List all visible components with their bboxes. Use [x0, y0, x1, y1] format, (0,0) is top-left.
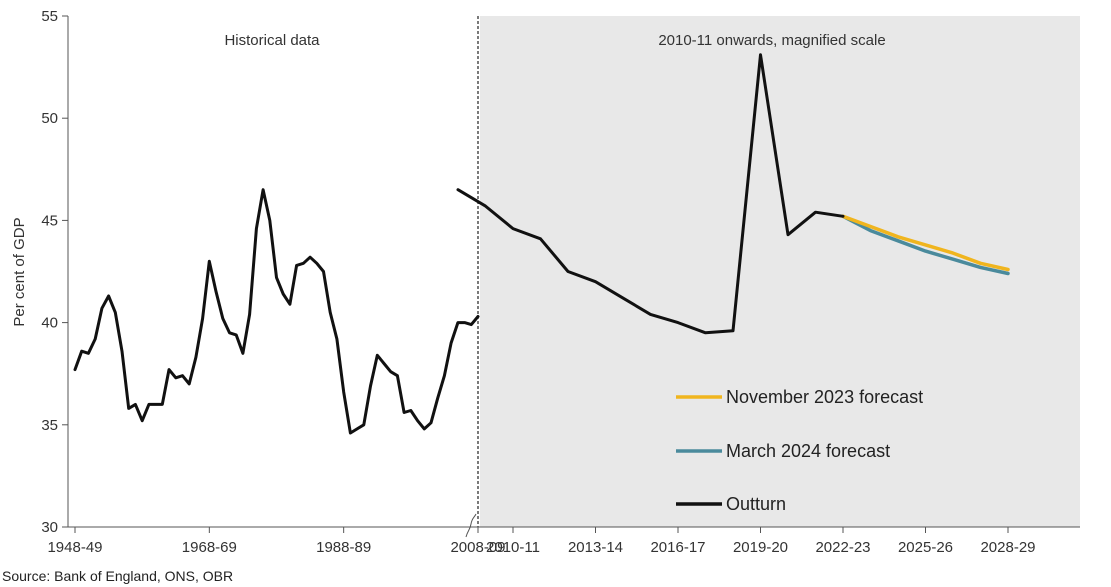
y-tick-label: 30	[41, 519, 58, 536]
series-line-november-2023-forecast-magnified	[841, 214, 1010, 272]
series-line-outturn-historical	[73, 188, 480, 435]
x-tick-label: 1968-69	[182, 539, 237, 556]
x-tick-label: 2008-09	[450, 539, 505, 556]
x-tick-label: 2013-14	[568, 539, 623, 556]
x-tick-label: 2025-26	[898, 539, 953, 556]
y-tick-label: 45	[41, 212, 58, 229]
x-tick-label: 2019-20	[733, 539, 788, 556]
x-tick-label: 2010-11	[486, 539, 540, 556]
y-tick-label: 55	[41, 8, 58, 25]
x-tick-label: 1988-89	[316, 539, 371, 556]
legend-label-november-2023-forecast: November 2023 forecast	[726, 387, 923, 407]
legend: November 2023 forecast March 2024 forecas…	[676, 387, 923, 514]
series-line-outturn-magnified	[456, 53, 845, 335]
y-tick-label: 40	[41, 315, 58, 332]
x-tick-label: 2022-23	[815, 539, 870, 556]
y-axis-title: Per cent of GDP	[11, 217, 28, 326]
series-layer	[73, 53, 1010, 435]
y-tick-label: 35	[41, 417, 58, 434]
x-tick-label: 2016-17	[650, 539, 705, 556]
x-tick-label: 2028-29	[980, 539, 1035, 556]
y-axis-ticks: 30 35 40 45 50 55	[41, 8, 68, 536]
legend-label-march-2024-forecast: March 2024 forecast	[726, 441, 890, 461]
magnified-panel-shading	[480, 16, 1080, 527]
magnified-panel-label: 2010-11 onwards, magnified scale	[658, 32, 885, 49]
x-tick-label: 1948-49	[47, 539, 102, 556]
historical-panel-label: Historical data	[224, 32, 320, 49]
legend-label-outturn: Outturn	[726, 494, 786, 514]
y-tick-label: 50	[41, 110, 58, 127]
source-note: Source: Bank of England, ONS, OBR	[2, 568, 233, 584]
axis-break-icon	[465, 513, 477, 538]
series-line-march-2024-forecast-magnified	[841, 214, 1010, 276]
